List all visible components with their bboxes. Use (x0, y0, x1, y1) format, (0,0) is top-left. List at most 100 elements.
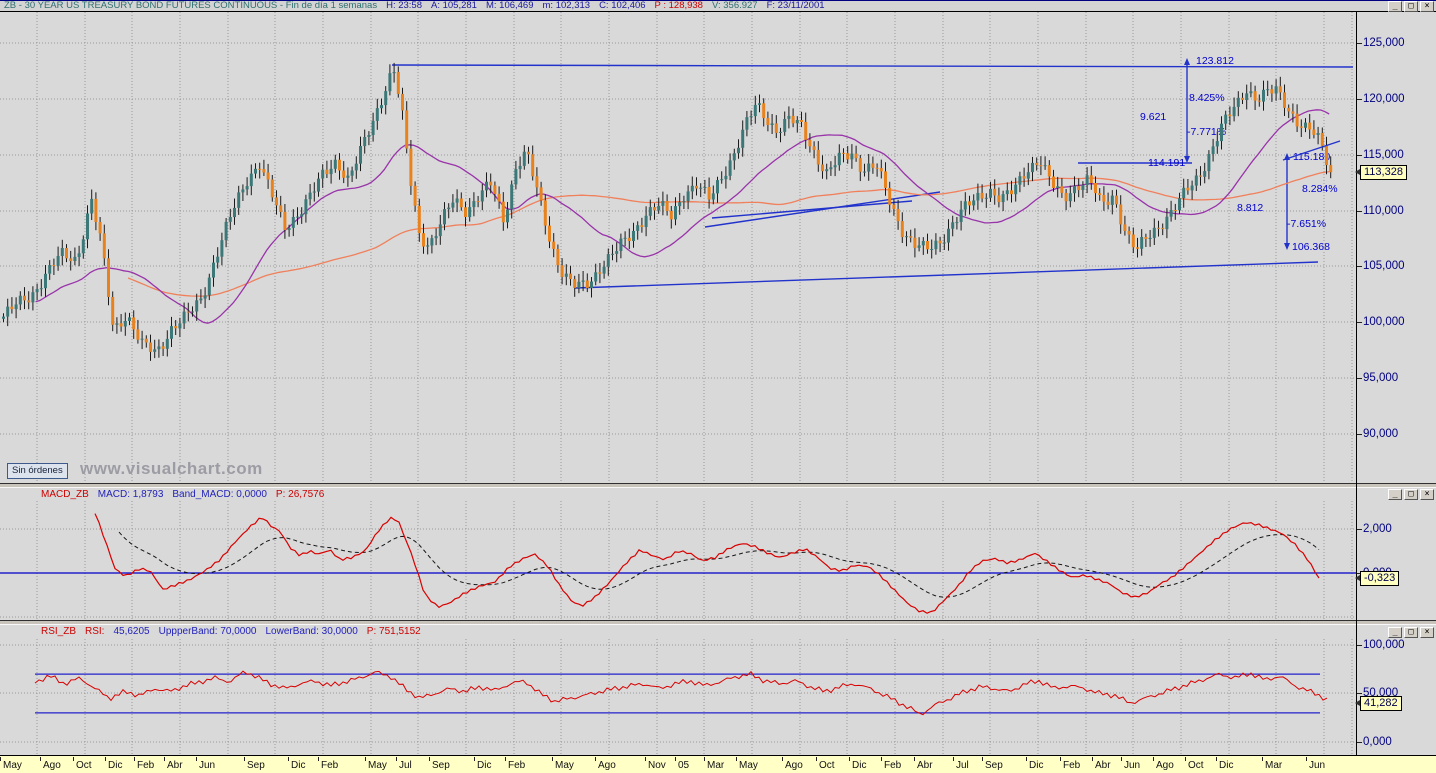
price-axis-border (1356, 12, 1357, 755)
minimize-button[interactable]: _ (1388, 489, 1402, 500)
close-button[interactable]: × (1420, 489, 1434, 500)
restore-button[interactable]: □ (1404, 1, 1418, 12)
restore-button[interactable]: □ (1404, 489, 1418, 500)
time-label: May (739, 760, 758, 771)
panel-splitter-macd[interactable] (0, 483, 1436, 488)
time-label: Dic (108, 760, 123, 771)
time-label: Sep (985, 760, 1003, 771)
time-axis[interactable]: May Ago Oct Dic Feb Abr Jun Sep Dic Feb May Jul Sep D… (0, 755, 1436, 773)
panel-splitter-rsi[interactable] (0, 620, 1436, 625)
svg-text:114.191: 114.191 (1148, 157, 1185, 169)
time-tick (1153, 757, 1154, 761)
time-label: Dic (291, 760, 306, 771)
time-label: Sep (432, 760, 450, 771)
axis-tick (1357, 742, 1362, 743)
chart-window-titlebar[interactable]: ZB - 30 YEAR US TREASURY BOND FUTURES CO… (0, 0, 1436, 12)
time-tick (1121, 757, 1122, 761)
time-tick (849, 757, 850, 761)
svg-text:123.812: 123.812 (1196, 55, 1234, 67)
time-tick (429, 757, 430, 761)
minimize-button[interactable]: _ (1388, 1, 1402, 12)
restore-button[interactable]: □ (1404, 627, 1418, 638)
time-tick (1060, 757, 1061, 761)
time-tick (953, 757, 954, 761)
time-tick (318, 757, 319, 761)
header-field: M: 106,469 (485, 0, 534, 11)
time-tick (736, 757, 737, 761)
time-label: Ago (785, 760, 803, 771)
window-controls: _ □ × (1388, 489, 1434, 500)
marker-arrow (1355, 169, 1360, 175)
header-field: ZB - 30 YEAR US TREASURY BOND FUTURES CO… (4, 0, 378, 11)
time-label: Dic (852, 760, 867, 771)
header-field: F: 23/11/2001 (766, 0, 825, 11)
close-button[interactable]: × (1420, 627, 1434, 638)
axis-tick (1357, 155, 1362, 156)
time-label: Jun (1124, 760, 1141, 771)
header-field: RSI: (85, 626, 105, 637)
axis-tick (1357, 211, 1362, 212)
header-field: P: 26,7576 (275, 489, 325, 500)
time-tick (474, 757, 475, 761)
rsi-panel-header: RSI_ZB RSI: 45,6205 UppperBand: 70,0000 Lowe… (0, 625, 1436, 638)
time-tick (704, 757, 705, 761)
header-field: H: 23:58 (386, 0, 422, 11)
svg-text:8.425%: 8.425% (1189, 92, 1225, 104)
last-value-marker: 113,328 (1360, 165, 1407, 180)
time-tick (505, 757, 506, 761)
header-field: P : 128,938 (654, 0, 703, 11)
time-label: Jun (199, 760, 216, 771)
axis-tick (1357, 693, 1362, 694)
time-label: Jul (956, 760, 969, 771)
main-price-chart[interactable]: 123.812 9.621 8.425% -7.771% 114.191 115.180 8… (0, 12, 1356, 483)
time-tick (1306, 757, 1307, 761)
time-tick (816, 757, 817, 761)
time-tick (1185, 757, 1186, 761)
time-label: Jun (1309, 760, 1326, 771)
time-label: Dic (1219, 760, 1234, 771)
time-tick (134, 757, 135, 761)
close-button[interactable]: × (1420, 1, 1434, 12)
header-field: V: 356.927 (711, 0, 758, 11)
time-tick (40, 757, 41, 761)
svg-text:8.812: 8.812 (1237, 202, 1263, 214)
time-label: May (555, 760, 574, 771)
last-value-marker: -0,323 (1360, 571, 1400, 586)
axis-label: 120,000 (1363, 93, 1405, 105)
axis-tick (1357, 43, 1362, 44)
axis-label: 125,000 (1363, 37, 1405, 49)
time-tick (595, 757, 596, 761)
axis-tick (1357, 573, 1362, 574)
time-label: Dic (477, 760, 492, 771)
header-field: RSI_ZB (41, 626, 77, 637)
macd-indicator-chart[interactable] (0, 501, 1356, 620)
time-tick (196, 757, 197, 761)
svg-text:115.180: 115.180 (1293, 151, 1330, 163)
minimize-button[interactable]: _ (1388, 627, 1402, 638)
visualchart-watermark: www.visualchart.com (80, 459, 263, 478)
axis-label: 95,000 (1363, 372, 1399, 384)
time-label: Feb (137, 760, 155, 771)
time-label: Sep (247, 760, 265, 771)
time-tick (982, 757, 983, 761)
time-label: Nov (648, 760, 666, 771)
header-field: C: 102,406 (599, 0, 646, 11)
axis-label: 90,000 (1363, 428, 1399, 440)
header-field: LowerBand: 30,0000 (265, 626, 358, 637)
axis-label: 0,000 (1363, 736, 1392, 748)
time-label: May (3, 760, 22, 771)
time-label: Ago (598, 760, 616, 771)
time-tick (105, 757, 106, 761)
rsi-indicator-chart[interactable] (0, 639, 1356, 755)
time-tick (914, 757, 915, 761)
time-tick (365, 757, 366, 761)
no-orders-button[interactable]: Sin órdenes (7, 463, 68, 479)
time-tick (675, 757, 676, 761)
time-label: Mar (707, 760, 725, 771)
time-label: Oct (819, 760, 835, 771)
time-label: Feb (884, 760, 902, 771)
svg-text:9.621: 9.621 (1140, 111, 1166, 123)
svg-text:-7.651%: -7.651% (1287, 218, 1326, 230)
marker-arrow (1355, 700, 1360, 706)
header-field: A: 105,281 (431, 0, 477, 11)
